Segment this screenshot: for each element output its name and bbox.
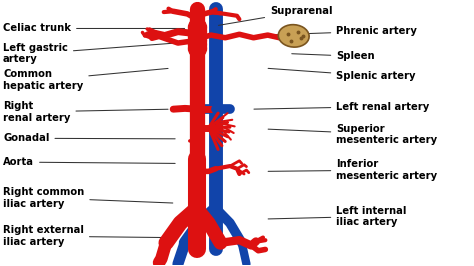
Text: Right external
iliac artery: Right external iliac artery xyxy=(3,225,161,247)
Text: Splenic artery: Splenic artery xyxy=(268,68,416,81)
Text: Left internal
iliac artery: Left internal iliac artery xyxy=(268,206,407,227)
Text: Superior
mesenteric artery: Superior mesenteric artery xyxy=(268,123,438,145)
Text: Aorta: Aorta xyxy=(3,157,175,167)
Text: Gonadal: Gonadal xyxy=(3,133,175,143)
Text: Right common
iliac artery: Right common iliac artery xyxy=(3,187,173,209)
Text: Common
hepatic artery: Common hepatic artery xyxy=(3,68,168,91)
Text: Suprarenal: Suprarenal xyxy=(219,6,333,25)
Text: Phrenic artery: Phrenic artery xyxy=(268,26,417,36)
Text: Inferior
mesenteric artery: Inferior mesenteric artery xyxy=(268,159,438,181)
Text: Spleen: Spleen xyxy=(292,51,375,61)
Ellipse shape xyxy=(278,25,309,47)
Text: Left gastric
artery: Left gastric artery xyxy=(3,43,173,64)
Text: Celiac trunk: Celiac trunk xyxy=(3,23,184,34)
Text: Left renal artery: Left renal artery xyxy=(254,102,429,111)
Text: Right
renal artery: Right renal artery xyxy=(3,101,168,123)
